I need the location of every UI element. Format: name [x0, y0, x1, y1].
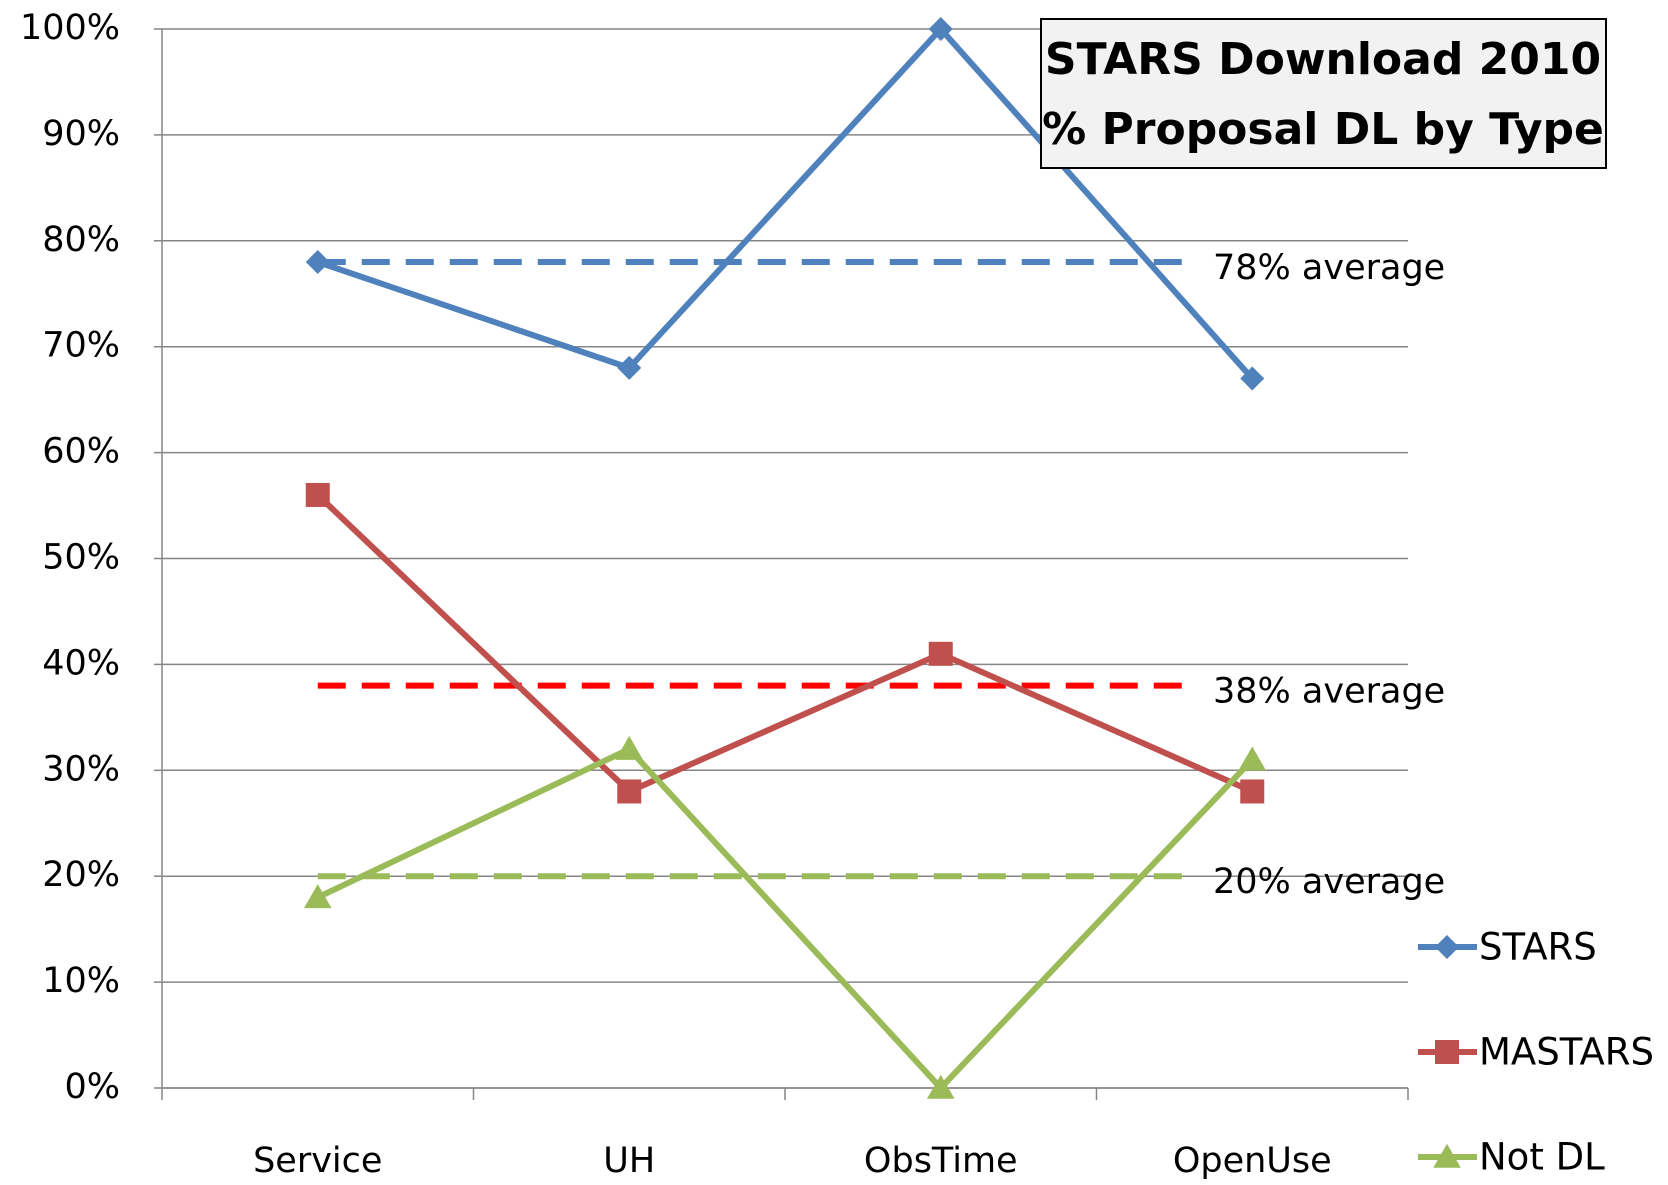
x-tick-label: OpenUse — [1173, 1141, 1332, 1181]
y-tick-label: 20% — [42, 855, 120, 895]
y-tick-label: 10% — [42, 961, 120, 1001]
average-label: 78% average — [1213, 248, 1445, 288]
y-tick-label: 30% — [42, 749, 120, 789]
marker — [926, 1074, 955, 1099]
series-line — [316, 26, 1255, 381]
x-tick-label: UH — [603, 1141, 655, 1181]
y-tick-label: 0% — [64, 1067, 120, 1107]
legend-label: Not DL — [1479, 1136, 1605, 1179]
series-line — [316, 746, 1255, 1091]
title-box — [1040, 18, 1607, 169]
y-tick-label: 90% — [42, 114, 120, 154]
average-label: 38% average — [1213, 672, 1445, 712]
marker — [1238, 746, 1267, 771]
y-tick-label: 80% — [42, 220, 120, 260]
y-tick-label: 50% — [42, 538, 120, 578]
y-tick-label: 40% — [42, 643, 120, 683]
y-tick-label: 60% — [42, 432, 120, 472]
y-tick-label: 100% — [20, 8, 120, 48]
marker — [1240, 366, 1265, 391]
series-line — [315, 492, 1254, 795]
x-tick-label: Service — [253, 1141, 382, 1181]
marker — [928, 17, 953, 41]
marker — [303, 884, 332, 909]
legend-label: MASTARS — [1479, 1031, 1654, 1074]
marker — [615, 735, 644, 760]
marker — [617, 779, 642, 804]
marker — [305, 249, 330, 274]
marker — [1435, 935, 1459, 959]
marker — [1433, 1143, 1461, 1168]
marker — [305, 482, 330, 507]
y-tick-label: 70% — [42, 326, 120, 366]
chart-title: STARS Download 2010 — [1045, 34, 1601, 85]
average-label: 20% average — [1213, 862, 1445, 902]
legend-label: STARS — [1479, 926, 1597, 969]
marker — [1240, 779, 1265, 804]
marker — [617, 355, 642, 380]
marker — [1435, 1040, 1459, 1064]
marker — [928, 641, 953, 666]
chart-title: % Proposal DL by Type — [1042, 104, 1604, 155]
x-tick-label: ObsTime — [864, 1141, 1018, 1181]
